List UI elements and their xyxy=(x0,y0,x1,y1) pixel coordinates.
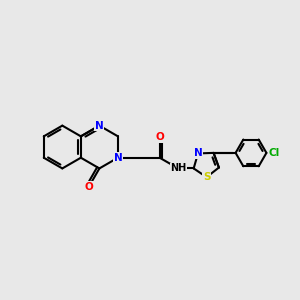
Text: O: O xyxy=(155,132,164,142)
Text: Cl: Cl xyxy=(268,148,280,158)
Text: N: N xyxy=(95,121,104,130)
Text: NH: NH xyxy=(170,164,186,173)
Text: O: O xyxy=(84,182,93,192)
Text: S: S xyxy=(203,172,210,182)
Text: N: N xyxy=(113,153,122,163)
Text: N: N xyxy=(194,148,202,158)
